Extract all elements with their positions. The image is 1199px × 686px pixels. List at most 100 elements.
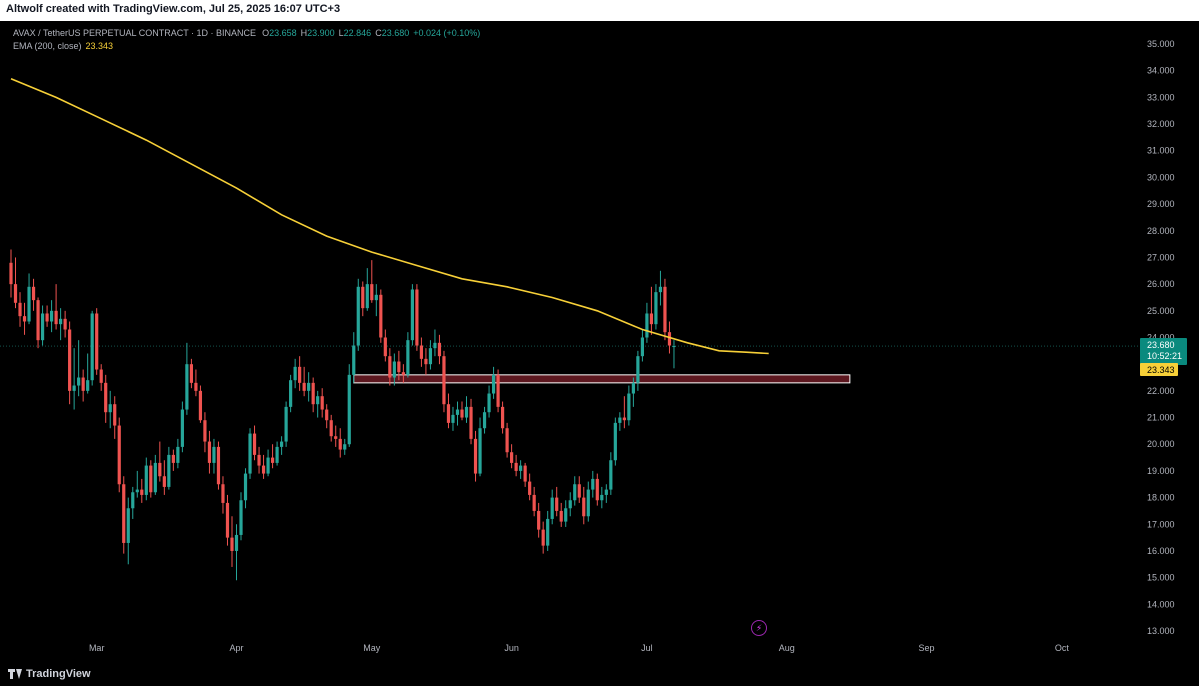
candle-body [203, 420, 207, 442]
candle-body [59, 318, 63, 325]
candle-body [645, 313, 649, 338]
time-axis[interactable]: Mar Apr May Jun Jul Aug Sep Oct [89, 643, 1069, 653]
candle-body [122, 484, 126, 543]
candle-body [158, 462, 162, 477]
candle-body [162, 476, 166, 487]
y-tick-label: 19.000 [1147, 466, 1175, 476]
attribution-bar: Altwolf created with TradingView.com, Ju… [0, 0, 1199, 21]
candle-body [577, 484, 581, 498]
candle-body [397, 361, 401, 373]
candle-body [9, 262, 13, 285]
candle-body [63, 318, 67, 330]
candle-body [627, 393, 631, 421]
open-value: 23.658 [269, 28, 297, 38]
candle-body [49, 310, 54, 322]
candle-body [280, 441, 284, 447]
candle-body [510, 452, 514, 463]
tradingview-brand[interactable]: TradingView [8, 668, 91, 680]
last-price-badge [1140, 338, 1187, 366]
candle-body [469, 406, 473, 439]
candle-body [86, 380, 90, 391]
countdown-value: 10:52:21 [1147, 351, 1182, 361]
candle-body [361, 286, 365, 309]
attribution-text: Altwolf created with TradingView.com, Ju… [6, 3, 341, 15]
candle-body [72, 385, 76, 391]
x-tick-label: Sep [919, 643, 935, 653]
candle-body [99, 369, 103, 383]
candle-body [464, 406, 469, 418]
candle-body [636, 356, 640, 383]
candle-body [189, 364, 193, 383]
candle-body [316, 396, 320, 405]
close-key: C [375, 28, 382, 38]
candle-body [370, 284, 374, 301]
y-tick-label: 14.000 [1147, 599, 1175, 609]
candle-body [654, 292, 658, 325]
candle-body [482, 412, 487, 429]
y-tick-label: 25.000 [1147, 306, 1175, 316]
candle-body [54, 310, 58, 325]
candle-body [266, 457, 270, 474]
candle-body [95, 313, 99, 370]
candle-body [153, 462, 157, 493]
y-tick-label: 33.000 [1147, 92, 1175, 102]
candle-body [406, 340, 410, 375]
candle-body [595, 478, 599, 501]
x-tick-label: Oct [1055, 643, 1070, 653]
y-tick-label: 17.000 [1147, 519, 1175, 529]
candle-body [478, 428, 482, 474]
candle-body [586, 489, 590, 517]
low-value: 22.846 [343, 28, 372, 38]
candle-body [505, 428, 509, 453]
candle-body [663, 286, 667, 333]
candle-body [365, 284, 369, 309]
candle-body [212, 446, 216, 463]
candle-body [338, 438, 342, 450]
candle-body [207, 441, 212, 463]
candle-body [604, 489, 608, 495]
candle-body [487, 393, 491, 413]
price-axis[interactable]: 13.000 14.000 15.000 16.000 17.000 18.000 19.0… [1140, 39, 1187, 636]
candle-body [618, 417, 622, 423]
lightning-icon[interactable]: ⚡ [751, 620, 767, 636]
candle-body [131, 492, 135, 509]
candle-body [546, 518, 550, 546]
y-tick-label: 29.000 [1147, 199, 1175, 209]
candle-body [649, 313, 654, 325]
candle-body [631, 382, 635, 394]
candle-body [180, 409, 184, 447]
candle-body [225, 502, 230, 538]
candle-body [442, 356, 446, 405]
y-tick-label: 30.000 [1147, 172, 1175, 182]
y-tick-label: 20.000 [1147, 439, 1175, 449]
x-tick-label: Apr [229, 643, 243, 653]
y-tick-label: 18.000 [1147, 493, 1175, 503]
candle-body [234, 534, 239, 551]
candle-body [104, 382, 108, 413]
candle-body [582, 497, 586, 517]
candle-body [194, 382, 198, 391]
candle-body [243, 473, 248, 501]
candle-body [149, 465, 153, 493]
candle-body [410, 289, 414, 341]
y-tick-label: 16.000 [1147, 546, 1175, 556]
candle-body [460, 409, 464, 418]
candle-body [320, 396, 324, 410]
symbol-label[interactable]: AVAX / TetherUS PERPETUAL CONTRACT · 1D … [13, 28, 257, 38]
footer: TradingView [0, 663, 1199, 686]
candle-body [298, 366, 302, 383]
ema-label[interactable]: EMA (200, close) [13, 41, 82, 51]
candle-body [455, 409, 460, 415]
candle-body [252, 433, 257, 455]
candle-body [329, 420, 333, 437]
candle-body [437, 342, 442, 357]
candle-body [108, 404, 112, 413]
candle-body [198, 390, 203, 421]
candle-body [117, 425, 121, 485]
change-value: +0.024 (+0.10%) [413, 28, 481, 38]
ema-legend-value: 23.343 [85, 41, 114, 51]
price-chart[interactable]: 13.000 14.000 15.000 16.000 17.000 18.000 19.0… [0, 21, 1199, 663]
candle-body [311, 382, 315, 405]
candle-body [248, 433, 252, 474]
y-tick-label: 27.000 [1147, 252, 1175, 262]
